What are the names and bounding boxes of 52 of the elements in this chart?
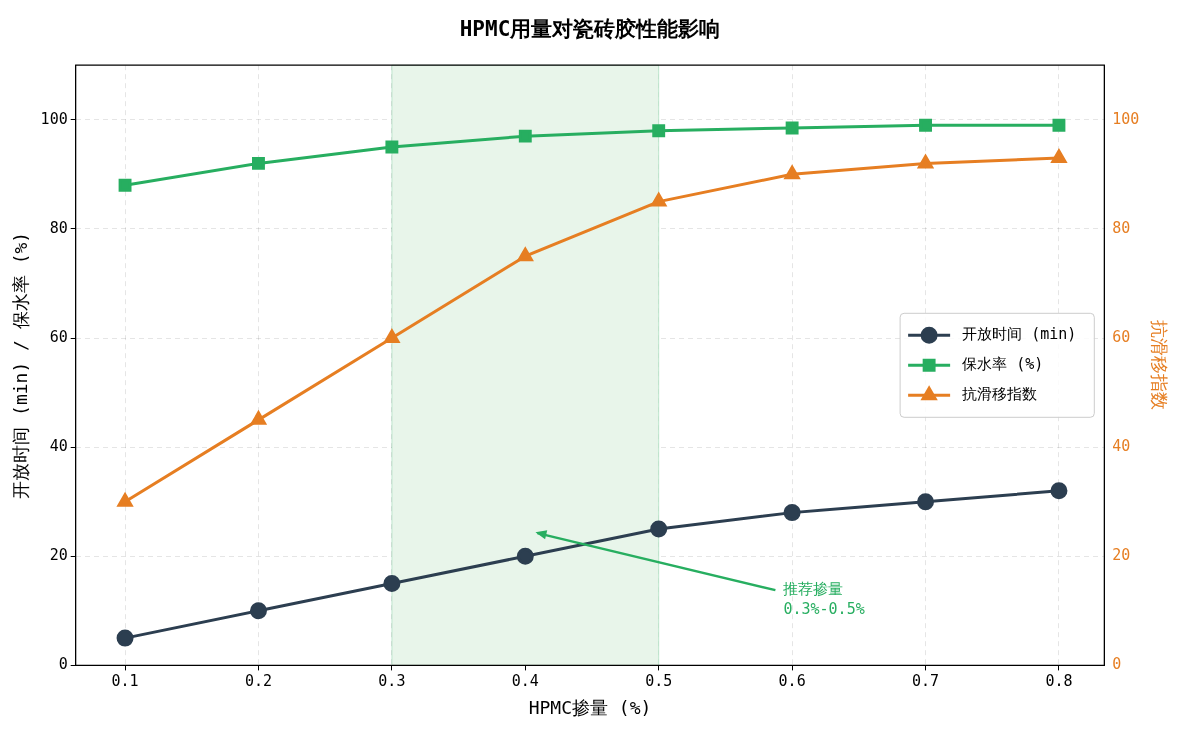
x-tick-label: 0.1 [111, 672, 139, 691]
point [383, 575, 401, 593]
y2-axis-title: 抗滑移指数 [1148, 320, 1170, 411]
y-tick-label: 40 [49, 437, 68, 456]
y-axis-title: 开放时间 (min) / 保水率 (%) [10, 231, 32, 499]
point [785, 121, 799, 135]
point [518, 129, 532, 143]
point [1052, 118, 1066, 132]
y2-tick-label: 80 [1112, 218, 1131, 237]
x-axis-title: HPMC掺量 (%) [528, 696, 652, 718]
y2-tick-label: 60 [1112, 327, 1131, 346]
y2-tick-label: 100 [1112, 109, 1140, 128]
point [385, 140, 399, 154]
point [517, 247, 533, 262]
point [919, 118, 932, 132]
legend-label: 开放时间 (min) [962, 325, 1077, 344]
legend-label: 抗滑移指数 [962, 385, 1038, 404]
chart-title: HPMC用量对瓷砖胶性能影响 [459, 17, 721, 42]
x-tick-label: 0.6 [778, 672, 806, 691]
point [1050, 482, 1068, 500]
y2-tick-label: 20 [1112, 546, 1131, 565]
point [516, 547, 534, 565]
point [118, 178, 132, 192]
point [250, 411, 267, 425]
point [652, 124, 666, 138]
point [650, 520, 668, 538]
x-tick-label: 0.4 [511, 672, 539, 691]
point [116, 629, 134, 647]
legend-label: 保水率 (%) [962, 355, 1044, 374]
point [1051, 149, 1067, 163]
y-tick-label: 80 [49, 218, 68, 237]
point [917, 154, 934, 169]
x-tick-label: 0.7 [911, 672, 940, 691]
x-tick-label: 0.3 [378, 672, 406, 691]
x-tick-label: 0.8 [1045, 672, 1073, 691]
point [784, 165, 800, 180]
y-tick-label: 0 [58, 655, 68, 674]
y-tick-label: 20 [49, 546, 68, 565]
point [917, 493, 935, 511]
point [252, 156, 265, 170]
x-tick-label: 0.2 [244, 672, 273, 691]
y2-tick-label: 0 [1112, 655, 1122, 674]
point [249, 602, 267, 620]
point [117, 493, 133, 507]
y2-tick-label: 40 [1112, 437, 1131, 456]
annotation: 推荐掺量 0.3%-0.5% [783, 580, 865, 619]
point [651, 193, 667, 207]
y-tick-label: 60 [49, 327, 68, 346]
y-tick-label: 100 [40, 109, 68, 128]
x-tick-label: 0.5 [645, 672, 673, 691]
point [783, 504, 801, 522]
point [384, 329, 400, 344]
